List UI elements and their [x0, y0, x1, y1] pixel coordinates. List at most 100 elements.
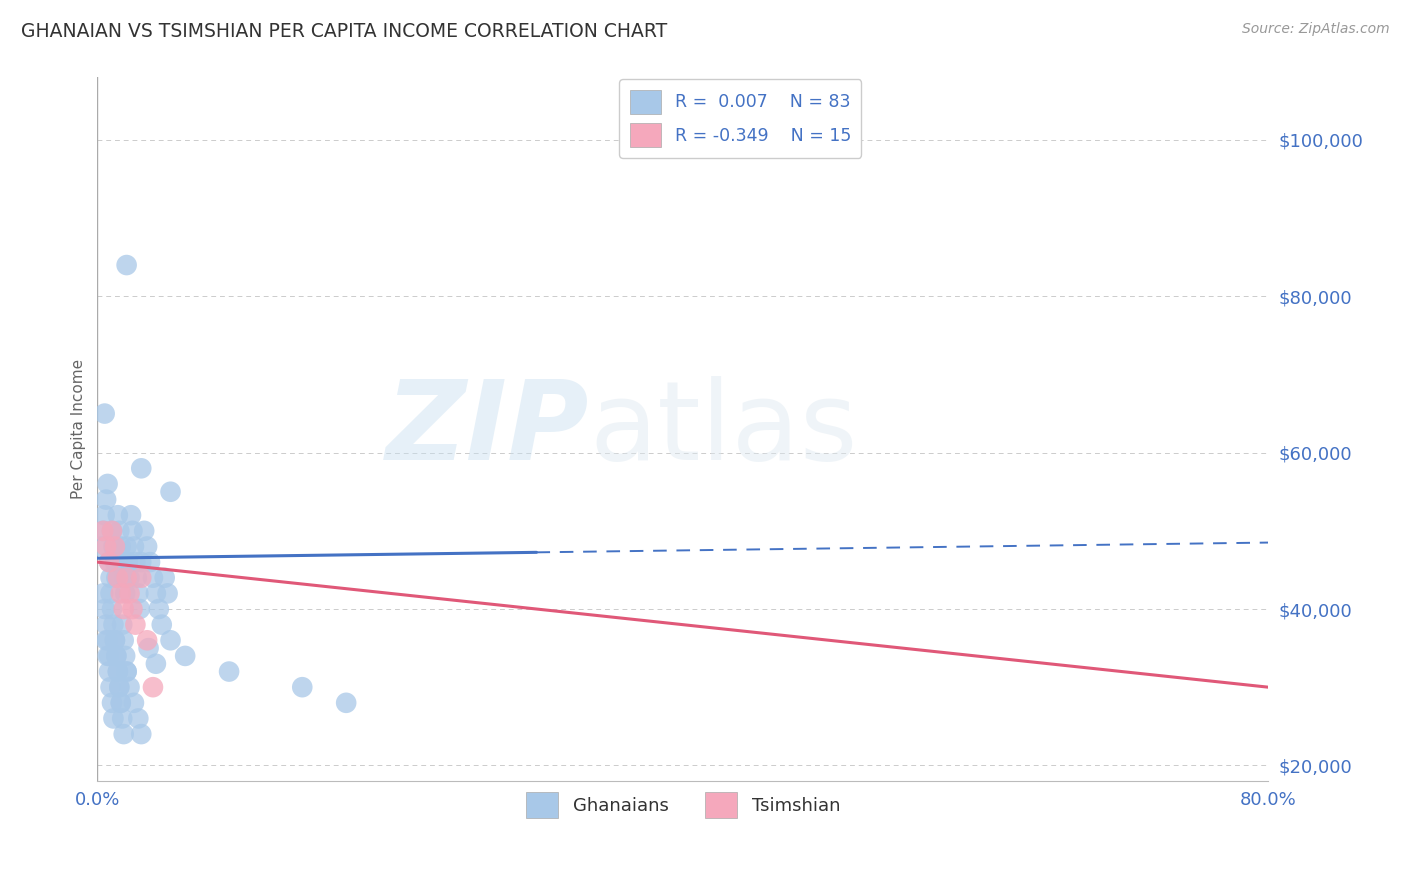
Point — [120, 508, 142, 523]
Point — [129, 571, 152, 585]
Point — [110, 540, 132, 554]
Point — [156, 586, 179, 600]
Point — [107, 571, 129, 585]
Point — [101, 602, 124, 616]
Point — [159, 484, 181, 499]
Point — [136, 540, 159, 554]
Point — [103, 617, 125, 632]
Point — [111, 711, 134, 725]
Point — [91, 524, 114, 538]
Point — [115, 571, 138, 585]
Point — [125, 571, 148, 585]
Point — [134, 524, 156, 538]
Point — [115, 258, 138, 272]
Point — [148, 602, 170, 616]
Point — [114, 648, 136, 663]
Legend: Ghanaians, Tsimshian: Ghanaians, Tsimshian — [519, 785, 848, 825]
Point — [128, 602, 150, 616]
Point — [101, 524, 124, 538]
Point — [107, 665, 129, 679]
Point — [103, 540, 125, 554]
Point — [97, 633, 120, 648]
Point — [111, 555, 134, 569]
Y-axis label: Per Capita Income: Per Capita Income — [72, 359, 86, 500]
Point — [100, 586, 122, 600]
Point — [118, 680, 141, 694]
Point — [110, 586, 132, 600]
Point — [291, 680, 314, 694]
Point — [117, 555, 139, 569]
Point — [94, 617, 117, 632]
Point — [105, 648, 128, 663]
Text: ZIP: ZIP — [385, 376, 589, 483]
Point — [127, 711, 149, 725]
Point — [97, 648, 120, 663]
Point — [145, 657, 167, 671]
Point — [98, 555, 121, 569]
Point — [90, 540, 112, 554]
Point — [112, 602, 135, 616]
Point — [115, 540, 138, 554]
Point — [94, 633, 117, 648]
Point — [93, 602, 115, 616]
Point — [174, 648, 197, 663]
Point — [98, 648, 121, 663]
Point — [136, 633, 159, 648]
Point — [122, 696, 145, 710]
Point — [104, 555, 127, 569]
Point — [98, 555, 121, 569]
Text: GHANAIAN VS TSIMSHIAN PER CAPITA INCOME CORRELATION CHART: GHANAIAN VS TSIMSHIAN PER CAPITA INCOME … — [21, 22, 668, 41]
Point — [118, 571, 141, 585]
Point — [121, 524, 143, 538]
Point — [124, 555, 146, 569]
Point — [101, 524, 124, 538]
Point — [142, 571, 165, 585]
Point — [145, 586, 167, 600]
Point — [107, 508, 129, 523]
Point — [108, 680, 131, 694]
Point — [100, 571, 122, 585]
Point — [122, 540, 145, 554]
Point — [107, 665, 129, 679]
Point — [118, 586, 141, 600]
Text: Source: ZipAtlas.com: Source: ZipAtlas.com — [1241, 22, 1389, 37]
Point — [94, 492, 117, 507]
Point — [115, 665, 138, 679]
Point — [91, 586, 114, 600]
Point — [104, 540, 127, 554]
Point — [108, 524, 131, 538]
Point — [94, 540, 117, 554]
Point — [112, 571, 135, 585]
Point — [129, 555, 152, 569]
Point — [104, 633, 127, 648]
Point — [100, 680, 122, 694]
Point — [112, 633, 135, 648]
Point — [153, 571, 176, 585]
Point — [112, 727, 135, 741]
Point — [138, 641, 160, 656]
Point — [105, 648, 128, 663]
Point — [335, 696, 357, 710]
Point — [159, 633, 181, 648]
Text: atlas: atlas — [589, 376, 858, 483]
Point — [150, 617, 173, 632]
Point — [105, 571, 128, 585]
Point — [103, 711, 125, 725]
Point — [124, 617, 146, 632]
Point — [115, 665, 138, 679]
Point — [129, 461, 152, 475]
Point — [127, 586, 149, 600]
Point — [110, 696, 132, 710]
Point — [91, 524, 114, 538]
Point — [104, 633, 127, 648]
Point — [142, 680, 165, 694]
Point — [97, 477, 120, 491]
Point — [121, 602, 143, 616]
Point — [139, 555, 162, 569]
Point — [114, 586, 136, 600]
Point — [110, 696, 132, 710]
Point — [101, 696, 124, 710]
Point — [93, 508, 115, 523]
Point — [98, 665, 121, 679]
Point — [108, 680, 131, 694]
